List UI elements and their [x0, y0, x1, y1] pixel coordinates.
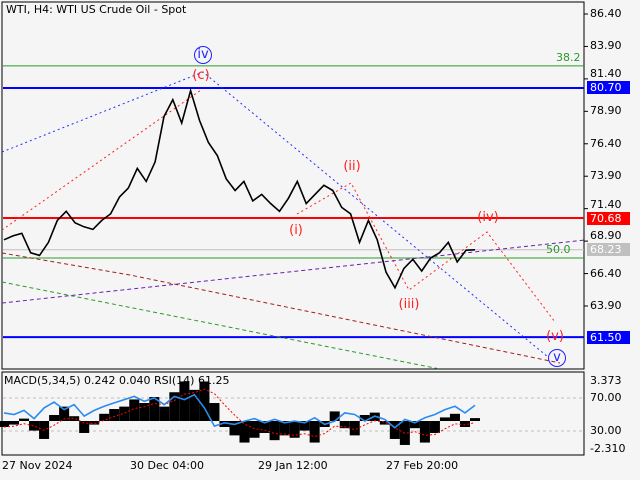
x-tick-label: 29 Jan 12:00: [258, 459, 328, 472]
wave-label-ii: (ii): [343, 159, 361, 174]
macd-bar: [79, 421, 90, 433]
trend-lines: [1, 71, 586, 370]
y-tick-label: 76.40: [590, 136, 622, 150]
macd-bar: [0, 421, 10, 427]
macd-bar: [279, 421, 290, 436]
wave-label-major-iv: iv: [194, 46, 212, 64]
macd-bar: [309, 421, 320, 443]
macd-bar: [249, 421, 260, 438]
macd-bar: [239, 421, 250, 443]
macd-bar: [429, 421, 440, 433]
x-tick-label: 30 Dec 04:00: [130, 459, 204, 472]
macd-bar: [49, 415, 60, 421]
macd-bar: [9, 421, 20, 425]
macd-bar: [379, 421, 390, 425]
y-tick-label: 83.90: [590, 39, 622, 53]
macd-bar: [129, 399, 140, 421]
price-level-tag: 61.50: [587, 330, 630, 344]
horizontal-levels: [3, 65, 584, 339]
macd-bar: [159, 406, 170, 421]
macd-bar: [209, 403, 220, 421]
y-tick-label: 71.40: [590, 197, 622, 211]
wave-label-iv: (iv): [477, 210, 499, 225]
macd-bar: [349, 421, 360, 436]
macd-bar: [409, 421, 420, 429]
brown-trend-line: [1, 252, 561, 364]
chart-title: WTI, H4: WTI US Crude Oil - Spot: [6, 3, 187, 16]
macd-bar: [459, 421, 470, 427]
y-tick-label: 73.90: [590, 169, 622, 183]
indicator-tick-label: 70.00: [590, 391, 622, 404]
macd-bar: [189, 389, 200, 421]
y-tick-label: 81.40: [590, 67, 622, 81]
wave-label-v: (v): [546, 329, 564, 344]
macd-bar: [329, 411, 340, 421]
macd-bar: [299, 421, 310, 431]
macd-bar: [229, 421, 240, 436]
macd-bar: [149, 397, 160, 421]
wave-label-i: (i): [289, 223, 303, 238]
macd-bar: [99, 413, 110, 421]
indicator-tick-label: -2.310: [590, 442, 626, 455]
y-tick-label: 86.40: [590, 7, 622, 20]
macd-bar: [169, 392, 180, 421]
macd-bar: [469, 418, 481, 421]
macd-bar: [439, 417, 450, 421]
macd-bar: [419, 421, 430, 443]
y-tick-label: 68.90: [590, 229, 622, 243]
macd-bar: [389, 421, 400, 439]
wave-label-c: (c): [192, 68, 210, 83]
x-tick-label: 27 Feb 20:00: [386, 459, 459, 472]
price-level-tag: 80.70: [587, 81, 630, 95]
x-tick-label: 27 Nov 2024: [2, 459, 73, 472]
macd-bar: [19, 418, 30, 421]
macd-bar: [259, 421, 270, 433]
macd-bar: [29, 421, 40, 431]
wave-label-major-v: v: [548, 349, 566, 367]
macd-bar: [89, 421, 100, 425]
fib-label-50: 50.0: [546, 243, 571, 256]
macd-histogram: [0, 381, 481, 445]
y-tick-label: 66.40: [590, 266, 622, 280]
macd-bar: [199, 381, 210, 421]
green-trend-line: [1, 281, 441, 370]
red-wave-line-c: [1, 89, 202, 231]
macd-bar: [449, 413, 460, 421]
macd-bar: [139, 403, 150, 421]
price-level-tag: 68.23: [587, 243, 630, 257]
macd-bar: [289, 421, 300, 438]
macd-bar: [59, 406, 70, 421]
indicator-pane-frame: [1, 371, 585, 456]
red-wave-line-sub: [296, 182, 556, 323]
price-level-tag: 70.68: [587, 211, 630, 225]
blue-wave-line: [1, 71, 549, 358]
price-series: [3, 87, 476, 290]
macd-bar: [109, 409, 120, 421]
macd-bar: [339, 421, 350, 429]
y-tick-label: 78.90: [590, 104, 622, 118]
y-tick-label: 63.90: [590, 299, 622, 312]
macd-bar: [219, 421, 230, 427]
indicator-tick-label: 30.00: [590, 424, 622, 437]
macd-bar: [269, 421, 280, 441]
macd-signal-line: [3, 388, 476, 438]
wave-label-iii: (iii): [398, 297, 420, 312]
macd-bar: [359, 415, 370, 421]
macd-bar: [179, 381, 190, 421]
axis-ticks: [584, 13, 588, 307]
indicator-tick-label: 3.373: [590, 374, 622, 387]
fib-label-38: 38.2: [556, 51, 581, 64]
macd-bar: [119, 406, 130, 421]
rsi-line: [3, 393, 476, 429]
indicator-legend: MACD(5,34,5) 0.242 0.040 RSI(14) 61.25: [4, 374, 230, 387]
main-pane-frame: [1, 1, 585, 370]
macd-bar: [69, 416, 80, 421]
